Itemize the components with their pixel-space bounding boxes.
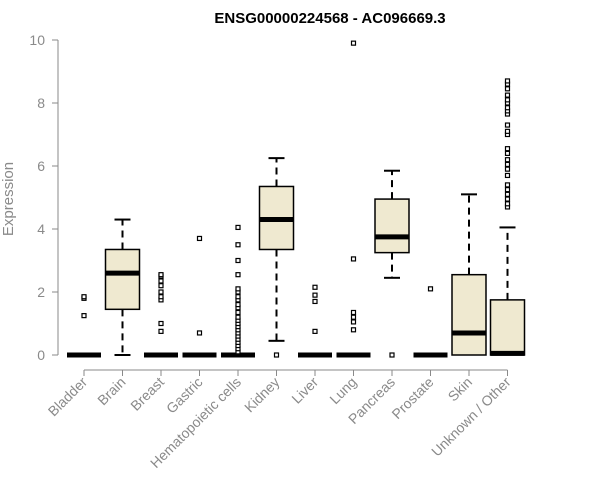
outlier-point: [352, 257, 356, 261]
outlier-point: [159, 284, 163, 288]
outlier-point: [352, 328, 356, 332]
box-series: [67, 41, 525, 357]
outlier-point: [506, 158, 510, 162]
outlier-point: [313, 285, 317, 289]
outlier-point: [429, 287, 433, 291]
x-tick-label: Bladder: [45, 374, 91, 420]
outlier-point: [236, 259, 240, 263]
y-axis-label: Expression: [0, 162, 17, 236]
outlier-point: [236, 295, 240, 299]
outlier-point: [236, 310, 240, 314]
outlier-point: [198, 236, 202, 240]
outlier-point: [236, 287, 240, 291]
outlier-point: [313, 293, 317, 297]
y-tick-label: 6: [37, 158, 45, 174]
outlier-point: [506, 106, 510, 110]
outlier-point: [236, 315, 240, 319]
box-lung: [337, 41, 371, 355]
outlier-point: [390, 353, 394, 357]
outlier-point: [506, 123, 510, 127]
outlier-point: [352, 41, 356, 45]
outlier-point: [506, 79, 510, 83]
chart: ENSG00000224568 - AC096669.3 Expression …: [0, 0, 600, 500]
outlier-point: [506, 183, 510, 187]
outlier-point: [352, 315, 356, 319]
outlier-point: [506, 202, 510, 206]
box-unknown-other: [491, 79, 525, 355]
boxplot-chart: ENSG00000224568 - AC096669.3 Expression …: [0, 0, 600, 500]
box-prostate: [414, 287, 448, 355]
outlier-point: [506, 188, 510, 192]
x-tick-label: Brain: [94, 374, 128, 408]
box-liver: [298, 285, 332, 355]
outlier-point: [506, 93, 510, 97]
outlier-point: [506, 98, 510, 102]
outlier-point: [82, 314, 86, 318]
box-bladder: [67, 295, 101, 355]
outlier-point: [159, 329, 163, 333]
box-iqr: [106, 249, 140, 309]
x-tick-label: Kidney: [241, 374, 283, 416]
outlier-point: [506, 129, 510, 133]
outlier-point: [236, 225, 240, 229]
outlier-point: [352, 310, 356, 314]
outlier-point: [506, 173, 510, 177]
box-iqr: [452, 275, 486, 355]
box-kidney: [260, 158, 294, 357]
outlier-point: [313, 329, 317, 333]
box-brain: [106, 220, 140, 355]
outlier-point: [506, 162, 510, 166]
y-tick-label: 8: [37, 95, 45, 111]
outlier-point: [198, 331, 202, 335]
outlier-point: [159, 279, 163, 283]
x-tick-label: Skin: [445, 374, 476, 405]
box-iqr: [375, 199, 409, 253]
outlier-point: [236, 243, 240, 247]
outlier-point: [506, 87, 510, 91]
box-pancreas: [375, 171, 409, 357]
y-tick-label: 0: [37, 347, 45, 363]
box-hematopoietic-cells: [221, 225, 255, 355]
outlier-point: [506, 151, 510, 155]
y-tick-label: 4: [37, 221, 45, 237]
x-tick-label: Lung: [326, 374, 359, 407]
outlier-point: [506, 147, 510, 151]
y-axis: 0 2 4 6 8 10: [29, 32, 58, 363]
outlier-point: [313, 299, 317, 303]
box-gastric: [183, 236, 217, 355]
outlier-point: [159, 273, 163, 277]
outlier-point: [506, 167, 510, 171]
x-tick-label: Breast: [127, 374, 167, 414]
chart-title: ENSG00000224568 - AC096669.3: [214, 10, 445, 27]
y-tick-label: 10: [29, 32, 45, 48]
outlier-point: [506, 197, 510, 201]
outlier-point: [506, 192, 510, 196]
box-breast: [144, 273, 178, 355]
box-skin: [452, 194, 486, 355]
outlier-point: [159, 322, 163, 326]
outlier-point: [236, 303, 240, 307]
outlier-point: [236, 273, 240, 277]
box-iqr: [491, 300, 525, 355]
y-tick-label: 2: [37, 284, 45, 300]
outlier-point: [159, 295, 163, 299]
outlier-point: [159, 290, 163, 294]
outlier-point: [275, 353, 279, 357]
x-tick-label: Prostate: [388, 374, 436, 422]
x-tick-label: Liver: [288, 374, 321, 407]
outlier-point: [82, 295, 86, 299]
outlier-point: [352, 320, 356, 324]
